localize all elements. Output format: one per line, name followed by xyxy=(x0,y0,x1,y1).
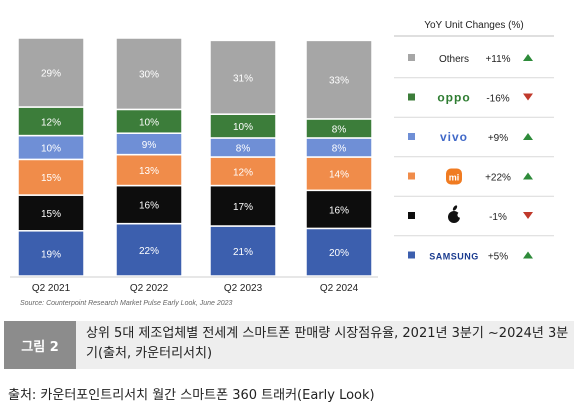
bar-others-1 xyxy=(115,37,183,111)
legend: YoY Unit Changes (%) Others +11% oppo -16% vi… xyxy=(394,20,554,263)
legend-change-value: +22% xyxy=(485,173,511,184)
data-label-samsung-1: 22% xyxy=(139,246,159,257)
legend-swatch xyxy=(408,93,415,101)
bars-layer: 19% 15% 15% 10% 12% 29% 22% 16% 13% 9% 10% 30% 21% 17… xyxy=(17,37,373,277)
legend-change-value: +9% xyxy=(488,133,508,144)
data-label-oppo-1: 10% xyxy=(139,117,159,128)
samsung-logo-text: SAMSUNG xyxy=(429,252,479,262)
source-line: 출처: 카운터포인트리서치 월간 스마트폰 360 트래커(Early Look… xyxy=(8,388,375,403)
legend-change-value: -1% xyxy=(489,212,507,223)
legend-swatch xyxy=(408,133,415,140)
legend-change-value: -16% xyxy=(486,94,509,105)
bar-others-2 xyxy=(209,39,277,115)
bar-apple-3 xyxy=(305,189,373,230)
bar-others-0 xyxy=(17,37,85,108)
legend-entry: mi +22% xyxy=(408,168,533,185)
up-arrow-icon xyxy=(523,172,533,180)
x-tick-label: Q2 2022 xyxy=(130,283,169,294)
down-arrow-icon xyxy=(523,212,533,219)
x-tick-label: Q2 2021 xyxy=(32,283,71,294)
data-label-samsung-3: 20% xyxy=(329,248,349,259)
legend-label: Others xyxy=(439,54,469,65)
data-label-oppo-2: 10% xyxy=(233,122,253,133)
x-tick-label: Q2 2023 xyxy=(224,283,263,294)
data-label-xiaomi-0: 15% xyxy=(41,173,61,184)
data-label-samsung-0: 19% xyxy=(41,249,61,260)
legend-entry: Others +11% xyxy=(408,54,533,65)
data-label-others-0: 29% xyxy=(41,69,61,80)
data-label-others-2: 31% xyxy=(233,73,253,84)
bar-apple-1 xyxy=(115,184,183,225)
bar-samsung-0 xyxy=(17,230,85,277)
figure-caption: 상위 5대 제조업체별 전세계 스마트폰 판매량 시장점유율, 2021년 3분… xyxy=(86,326,569,361)
data-label-apple-3: 16% xyxy=(329,205,349,216)
up-arrow-icon xyxy=(523,133,533,140)
data-label-apple-1: 16% xyxy=(139,201,159,212)
apple-logo-icon xyxy=(448,205,463,223)
legend-change-value: +11% xyxy=(485,54,510,65)
bar-xiaomi-1 xyxy=(115,153,183,187)
bar-xiaomi-0 xyxy=(17,158,85,196)
x-axis: Q2 2021 Q2 2022 Q2 2023 Q2 2024 xyxy=(10,276,378,294)
legend-entry: -1% xyxy=(408,205,533,223)
data-label-vivo-2: 8% xyxy=(236,143,251,154)
data-label-others-1: 30% xyxy=(139,70,159,81)
bar-apple-2 xyxy=(209,184,277,227)
caption-box xyxy=(4,321,574,369)
legend-entry: vivo +9% xyxy=(408,130,533,144)
up-arrow-icon xyxy=(523,251,533,259)
xiaomi-logo-icon: mi xyxy=(446,168,462,185)
up-arrow-icon xyxy=(523,54,533,61)
data-label-apple-0: 15% xyxy=(41,209,61,220)
data-label-vivo-1: 9% xyxy=(142,140,157,151)
figure-tag: 그림 2 xyxy=(4,321,76,369)
legend-change-value: +5% xyxy=(488,252,508,263)
bar-samsung-2 xyxy=(209,225,277,277)
legend-swatch xyxy=(408,172,415,180)
data-label-apple-2: 17% xyxy=(233,202,253,213)
data-label-others-3: 33% xyxy=(329,76,349,87)
data-label-oppo-3: 8% xyxy=(332,124,347,135)
data-label-xiaomi-3: 14% xyxy=(329,170,349,181)
bar-samsung-3 xyxy=(305,227,373,277)
legend-entry: SAMSUNG +5% xyxy=(408,251,533,263)
x-tick-label: Q2 2024 xyxy=(320,283,359,294)
market-share-chart: 19% 15% 15% 10% 12% 29% 22% 16% 13% 9% 10% 30% 21% 17… xyxy=(10,20,554,307)
legend-swatch xyxy=(408,54,415,61)
legend-swatch xyxy=(408,212,415,219)
legend-title: YoY Unit Changes (%) xyxy=(424,20,524,31)
down-arrow-icon xyxy=(523,93,533,101)
data-label-xiaomi-2: 12% xyxy=(233,167,253,178)
data-label-oppo-0: 12% xyxy=(41,117,61,128)
data-label-samsung-2: 21% xyxy=(233,247,253,258)
legend-label: mi xyxy=(449,173,460,183)
vivo-logo-text: vivo xyxy=(440,130,468,144)
data-label-xiaomi-1: 13% xyxy=(139,166,159,177)
legend-entry: oppo -16% xyxy=(408,91,533,105)
data-label-vivo-0: 10% xyxy=(41,143,61,154)
oppo-logo-text: oppo xyxy=(437,91,470,105)
legend-swatch xyxy=(408,251,415,259)
data-label-vivo-3: 8% xyxy=(332,143,347,154)
chart-footnote: Source: Counterpoint Research Market Pul… xyxy=(20,300,233,307)
bar-xiaomi-2 xyxy=(209,156,277,187)
bar-others-3 xyxy=(305,39,373,120)
